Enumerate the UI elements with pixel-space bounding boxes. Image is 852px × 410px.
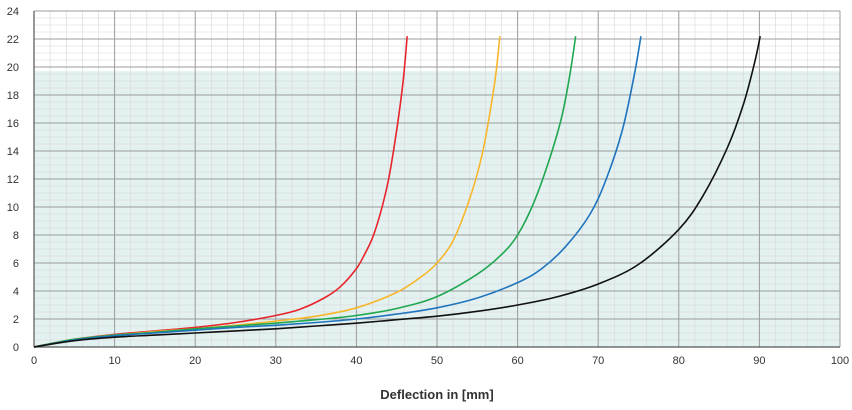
series-line-5 bbox=[33, 36, 761, 348]
x-tick-label: 80 bbox=[673, 355, 685, 367]
axes bbox=[33, 11, 840, 348]
y-tick-label: 14 bbox=[7, 146, 19, 158]
series-lines bbox=[33, 36, 761, 348]
x-tick-label: 0 bbox=[31, 355, 37, 367]
y-tick-label: 2 bbox=[13, 314, 19, 326]
y-tick-label: 20 bbox=[7, 62, 19, 74]
x-tick-label: 60 bbox=[511, 355, 523, 367]
y-tick-label: 0 bbox=[13, 342, 19, 354]
y-tick-label: 22 bbox=[7, 34, 19, 46]
y-tick-label: 18 bbox=[7, 90, 19, 102]
x-tick-label: 70 bbox=[592, 355, 604, 367]
grid bbox=[33, 10, 841, 348]
x-tick-label: 90 bbox=[753, 355, 765, 367]
series-line-4 bbox=[33, 36, 642, 348]
x-tick-label: 100 bbox=[831, 355, 849, 367]
tick-labels: 0 10 20 30 40 50 60 70 80 90 100024681012141618202… bbox=[7, 6, 849, 367]
x-axis-label: Deflection in [mm] bbox=[380, 387, 493, 402]
y-tick-label: 4 bbox=[13, 286, 19, 298]
x-tick-label: 50 bbox=[431, 355, 443, 367]
y-tick-label: 6 bbox=[13, 258, 19, 270]
y-tick-label: 12 bbox=[7, 174, 19, 186]
x-tick-label: 10 bbox=[108, 355, 120, 367]
x-tick-label: 20 bbox=[189, 355, 201, 367]
x-tick-label: 40 bbox=[350, 355, 362, 367]
y-tick-label: 16 bbox=[7, 118, 19, 130]
y-tick-label: 8 bbox=[13, 230, 19, 242]
y-tick-label: 10 bbox=[7, 202, 19, 214]
y-tick-label: 24 bbox=[7, 6, 19, 18]
x-tick-label: 30 bbox=[270, 355, 282, 367]
